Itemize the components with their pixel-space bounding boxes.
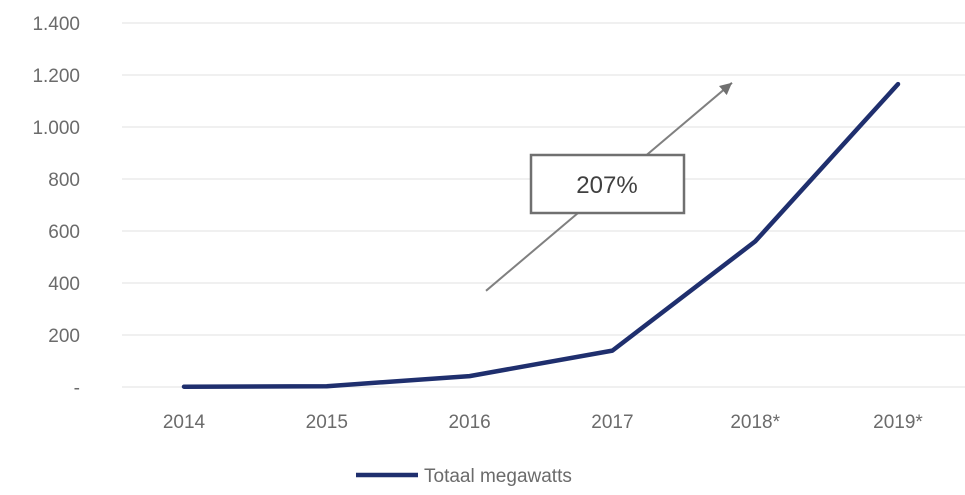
y-tick-label: 1.400 [32, 14, 80, 35]
y-tick-label: 200 [48, 326, 80, 347]
y-tick-label: 800 [48, 170, 80, 191]
growth-annotation: 207% [486, 83, 732, 291]
legend-label: Totaal megawatts [424, 466, 572, 487]
y-tick-label: 600 [48, 222, 80, 243]
x-tick-label: 2016 [448, 412, 490, 433]
series-lines [184, 84, 898, 387]
y-tick-label: 400 [48, 274, 80, 295]
x-tick-label: 2014 [163, 412, 206, 433]
x-axis-tick-labels: 2014 2015 2016 2017 2018* 2019* [163, 412, 924, 433]
x-tick-label: 2017 [591, 412, 633, 433]
y-axis-tick-labels: - 200 400 600 800 1.000 1.200 1.400 [32, 14, 80, 399]
x-tick-label: 2019* [873, 412, 923, 433]
series-line [184, 84, 898, 387]
y-tick-label: - [74, 378, 80, 399]
y-tick-label: 1.200 [32, 66, 80, 87]
legend: Totaal megawatts [356, 466, 572, 487]
y-tick-label: 1.000 [32, 118, 80, 139]
x-tick-label: 2015 [306, 412, 348, 433]
annotation-label: 207% [576, 172, 637, 199]
x-tick-label: 2018* [730, 412, 780, 433]
